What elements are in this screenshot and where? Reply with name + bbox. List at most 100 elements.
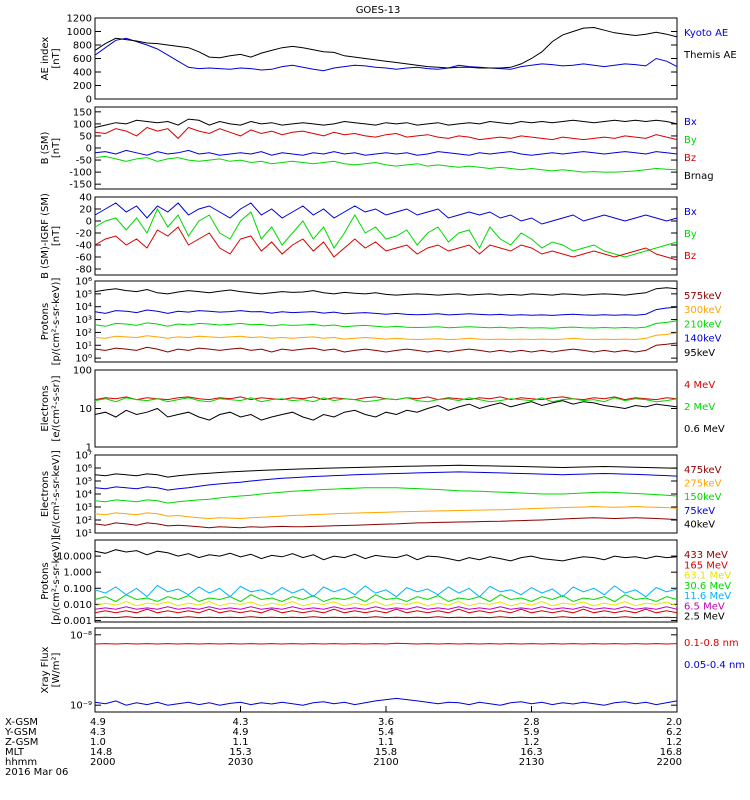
y-tick-label: 1200 xyxy=(67,14,92,25)
y-tick-label: 10⁵ xyxy=(75,289,92,300)
legend-entry: 4 MeV xyxy=(684,380,715,391)
y-axis-label: Electrons xyxy=(40,471,51,517)
series-line-kyoto-ae xyxy=(94,37,678,72)
y-axis-label: Protons xyxy=(40,303,51,340)
y-tick-label: 10² xyxy=(75,516,92,527)
series-line-0.1-0.8-nm xyxy=(94,642,678,645)
legend-entry: 11.6 MeV xyxy=(684,591,731,602)
y-tick-label: 10⁴ xyxy=(75,302,92,313)
panel-frame xyxy=(94,196,678,276)
legend-entry: Bx xyxy=(684,207,697,218)
legend-entry: 475keV xyxy=(684,465,722,476)
time-row-value: 2000 xyxy=(90,757,115,768)
panel-7: 0.001 0.010 0.100 1.000 10.000 Protons [p/(cm²… xyxy=(40,537,731,627)
time-row-value: 16.3 xyxy=(520,747,542,758)
time-row-value: 2.0 xyxy=(666,717,682,728)
legend-entry: 275keV xyxy=(684,479,722,490)
y-axis-label: [W/m²] xyxy=(51,652,62,687)
y-tick-label: 0 xyxy=(86,144,92,155)
y-axis-label: [e/(cm²-s-sr-keV)] xyxy=(51,450,62,538)
legend-entry: Bz xyxy=(684,153,696,164)
series-line-300kev xyxy=(94,332,678,341)
panel-6: 10¹ 10² 10³ 10⁴ 10⁵ 10⁶ 10⁷ Electrons [e/(cm²-s-… xyxy=(40,450,722,539)
legend-entry: 300keV xyxy=(684,305,722,316)
series-line-0.6-mev xyxy=(94,400,678,421)
y-tick-label: 1 xyxy=(86,443,92,454)
panel-frame xyxy=(94,539,678,623)
y-axis-label: Xray Flux xyxy=(40,646,51,693)
series-line-433-mev xyxy=(94,616,678,619)
time-row-value: 1.2 xyxy=(666,737,682,748)
series-line-95kev xyxy=(94,287,678,296)
y-tick-label: 100 xyxy=(73,366,92,377)
panel-frame xyxy=(94,106,678,190)
legend-entry: 0.05-0.4 nm xyxy=(684,660,745,671)
legend-entry: Bz xyxy=(684,251,696,262)
time-row-value: 4.3 xyxy=(233,717,249,728)
y-tick-label: 10⁻⁸ xyxy=(70,630,92,641)
legend-entry: 30.6 MeV xyxy=(684,581,731,592)
y-tick-label: 10¹ xyxy=(75,529,92,540)
time-row-value: 4.9 xyxy=(90,717,106,728)
time-row-value: 14.8 xyxy=(90,747,112,758)
y-tick-label: -80 xyxy=(76,265,92,276)
series-line-2-mev xyxy=(94,397,678,403)
series-line-475kev xyxy=(94,517,678,529)
time-row-value: 2200 xyxy=(657,757,682,768)
series-line-63.1-mev xyxy=(94,600,678,607)
legend-entry: 63.1 MeV xyxy=(684,571,731,582)
series-line-themis-ae xyxy=(94,26,678,69)
time-row-value: 2.8 xyxy=(524,717,540,728)
y-tick-label: 10⁶ xyxy=(75,277,92,288)
series-line-bz xyxy=(94,226,678,261)
y-tick-label: 10³ xyxy=(75,503,92,514)
y-tick-label: 200 xyxy=(73,81,92,92)
panel-1: 0 200 400 600 800 1000 1200 AE index [nT] Kyoto A… xyxy=(40,14,737,106)
legend-entry: 433 MeV xyxy=(684,550,728,561)
panel-8: 10⁻⁹ 10⁻⁸ Xray Flux [W/m²] 0.1-0.8 nm 0.05-0.… xyxy=(40,627,745,713)
legend-entry: By xyxy=(684,135,697,146)
series-line-275kev xyxy=(94,505,678,520)
time-row-value: 2030 xyxy=(228,757,253,768)
y-tick-label: 0.010 xyxy=(63,600,92,611)
series-line-150kev xyxy=(94,487,678,504)
y-tick-label: 600 xyxy=(73,54,92,65)
legend-entry: 140keV xyxy=(684,334,722,345)
y-axis-label: AE index xyxy=(40,37,51,81)
time-row-label: Z-GSM xyxy=(5,737,38,748)
legend-entry: 95keV xyxy=(684,348,715,359)
time-row-value: 5.4 xyxy=(378,727,394,738)
legend-entry: Kyoto AE xyxy=(684,28,728,39)
y-tick-label: -50 xyxy=(76,156,92,167)
y-tick-label: -100 xyxy=(69,168,92,179)
series-line-bz xyxy=(94,126,678,141)
time-row-value: 1.2 xyxy=(524,737,540,748)
legend-entry: 2.5 MeV xyxy=(684,612,725,623)
series-line-6.5-mev xyxy=(94,606,678,610)
figure-title: GOES-13 xyxy=(356,5,401,16)
y-tick-label: 100 xyxy=(73,119,92,130)
time-row-label: X-GSM xyxy=(5,717,38,728)
y-tick-label: -40 xyxy=(76,241,92,252)
legend-entry: 210keV xyxy=(684,319,722,330)
time-row-value: 6.2 xyxy=(666,727,682,738)
y-tick-label: 10 xyxy=(79,404,92,415)
y-tick-label: 10² xyxy=(75,328,92,339)
series-line-30.6-mev xyxy=(94,594,678,603)
y-tick-label: -60 xyxy=(76,253,92,264)
series-line-210kev xyxy=(94,320,678,329)
legend-entry: 2 MeV xyxy=(684,402,715,413)
y-tick-label: 50 xyxy=(79,131,92,142)
legend-entry: 150keV xyxy=(684,492,722,503)
legend-entry: 575keV xyxy=(684,291,722,302)
legend-entry: Bx xyxy=(684,117,697,128)
legend-entry: By xyxy=(684,229,697,240)
y-tick-label: 10⁰ xyxy=(75,354,92,365)
y-tick-label: 10¹ xyxy=(75,341,92,352)
y-tick-label: 1000 xyxy=(67,27,92,38)
panel-frame xyxy=(94,369,678,448)
y-tick-label: -20 xyxy=(76,229,92,240)
time-row-value: 3.6 xyxy=(378,717,394,728)
